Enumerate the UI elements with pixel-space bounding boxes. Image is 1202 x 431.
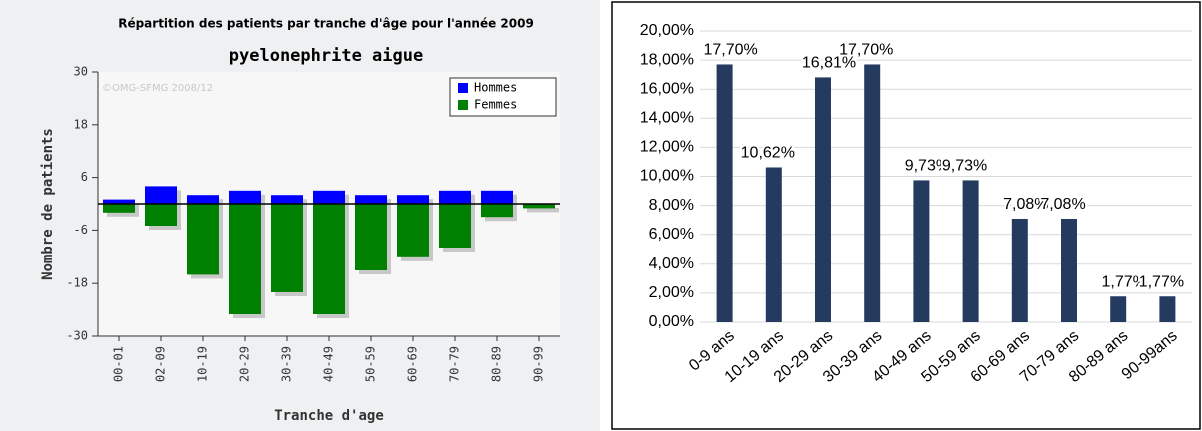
value-label: 9,73% (942, 158, 987, 175)
y-tick-label: 2,00% (649, 284, 694, 301)
y-tick-label: 6 (81, 170, 88, 184)
bar (271, 204, 303, 292)
y-tick-label: -30 (66, 329, 88, 343)
bar (397, 204, 429, 257)
bar (313, 190, 345, 204)
bar (103, 204, 135, 213)
value-label: 1,77% (1139, 273, 1184, 290)
bar (1159, 296, 1176, 322)
value-label: 7,08% (1040, 196, 1085, 213)
bar (229, 204, 261, 314)
y-tick-label: 4,00% (649, 255, 694, 272)
left-subtitle: pyelonephrite aigue (229, 46, 423, 66)
bar (355, 195, 387, 204)
legend-swatch (458, 100, 468, 110)
value-label: 16,81% (802, 55, 856, 72)
bar (397, 195, 429, 204)
y-tick-label: 20,00% (640, 22, 694, 39)
bar (313, 204, 345, 314)
y-tick-label: 0,00% (649, 313, 694, 330)
legend-swatch (458, 83, 468, 93)
bar (716, 64, 733, 322)
bar (481, 204, 513, 218)
y-tick-label: 12,00% (640, 139, 694, 156)
bar (271, 195, 303, 204)
x-tick-label: 90-99 (532, 346, 546, 382)
legend-label: Femmes (474, 98, 517, 112)
bar (439, 190, 471, 204)
legend-label: Hommes (474, 81, 517, 95)
value-label: 1,77% (1102, 273, 1147, 290)
bar (815, 77, 831, 323)
bar (187, 195, 219, 204)
x-tick-label: 30-39 (280, 346, 294, 382)
y-tick-label: -6 (74, 223, 88, 237)
value-label: 10,62% (741, 145, 795, 162)
y-tick-label: 16,00% (640, 80, 694, 97)
x-tick-label: 20-29 (238, 346, 252, 382)
value-label: 17,70% (839, 42, 893, 59)
bar (439, 204, 471, 248)
x-tick-label: 00-01 (112, 346, 126, 382)
x-tick-label: 80-89 (490, 346, 504, 382)
bar (187, 204, 219, 275)
bar (1110, 296, 1127, 322)
bar (523, 204, 555, 209)
value-label: 7,08% (1003, 196, 1048, 213)
y-tick-label: 14,00% (640, 110, 694, 127)
bar (864, 64, 881, 322)
right-panel (611, 1, 1201, 430)
bar (765, 167, 782, 322)
bar-shadow (527, 208, 559, 213)
watermark: ©OMG-SFMG 2008/12 (102, 83, 213, 94)
value-label: 9,73% (905, 158, 950, 175)
bar (355, 204, 387, 270)
bar (913, 180, 930, 322)
bar (229, 190, 261, 204)
bar (145, 186, 177, 204)
x-tick-label: 70-79 (448, 346, 462, 382)
y-tick-label: 8,00% (649, 197, 694, 214)
y-tick-label: -18 (66, 276, 88, 290)
x-axis-label: Tranche d'age (274, 408, 384, 424)
left-title: Répartition des patients par tranche d'â… (118, 17, 534, 31)
bar (962, 180, 979, 322)
y-tick-label: 18 (74, 117, 88, 131)
bar (481, 190, 513, 204)
x-tick-label: 40-49 (322, 346, 336, 382)
y-tick-label: 10,00% (640, 168, 694, 185)
y-tick-label: 18,00% (640, 51, 694, 68)
x-tick-label: 60-69 (406, 346, 420, 382)
bar (103, 199, 135, 204)
bar (1061, 218, 1077, 322)
x-tick-label: 50-59 (364, 346, 378, 382)
x-tick-label: 10-19 (196, 346, 210, 382)
bar (145, 204, 177, 226)
x-tick-label: 02-09 (154, 346, 168, 382)
y-tick-label: 6,00% (649, 226, 694, 243)
y-tick-label: 30 (74, 65, 88, 79)
bar (1011, 218, 1028, 322)
y-axis-label: Nombre de patients (40, 128, 56, 280)
value-label: 17,70% (703, 42, 757, 59)
